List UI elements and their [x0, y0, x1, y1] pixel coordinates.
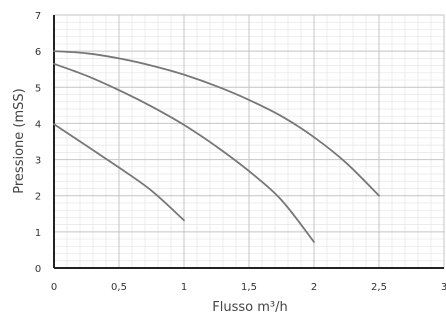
series-line-3 [53, 123, 185, 222]
y-tick-label: 6 [35, 47, 41, 58]
series-line-1 [53, 50, 380, 197]
y-axis-label: Pressione (mSS) [12, 88, 27, 193]
x-tick-labels: 0 0,5 1 1,5 2 2,5 3 [51, 282, 446, 293]
y-tick-label: 4 [35, 119, 41, 130]
x-tick-label: 0 [51, 282, 57, 293]
x-tick-label: 2 [311, 282, 317, 293]
x-tick-label: 1 [181, 282, 187, 293]
y-tick-label: 3 [35, 156, 41, 167]
series-line-2 [53, 62, 315, 243]
x-tick-label: 1,5 [241, 282, 257, 293]
y-tick-label: 2 [35, 192, 41, 203]
axes [53, 15, 444, 269]
x-tick-label: 0,5 [111, 282, 127, 293]
y-tick-label: 1 [35, 228, 41, 239]
x-tick-label: 2,5 [371, 282, 387, 293]
y-tick-labels: 0 1 2 3 4 5 6 7 [35, 11, 41, 275]
y-tick-label: 7 [35, 11, 41, 22]
series-layer [53, 50, 380, 243]
major-grid [53, 14, 445, 269]
y-tick-label: 5 [35, 83, 41, 94]
x-axis-label: Flusso m³/h [212, 300, 287, 315]
x-tick-label: 3 [441, 282, 446, 293]
y-tick-label: 0 [35, 264, 41, 275]
